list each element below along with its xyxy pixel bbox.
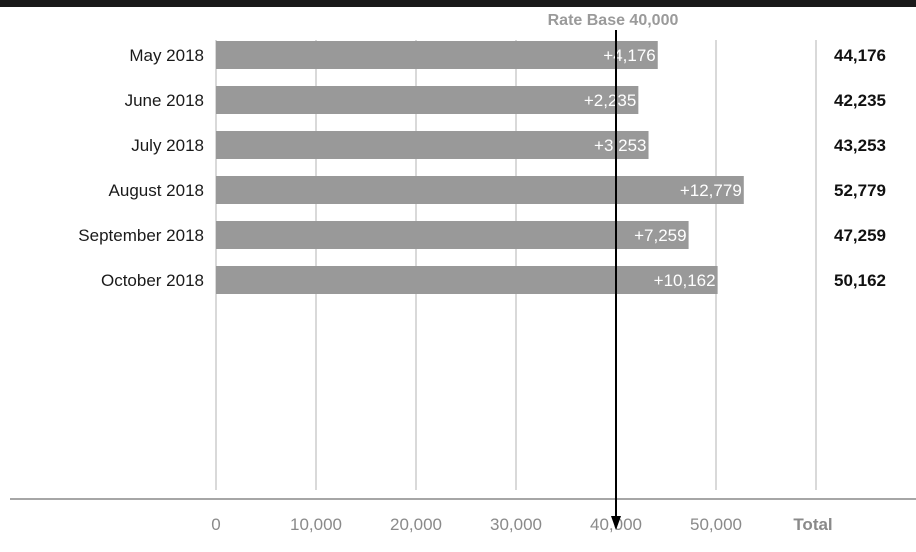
x-tick-label: 0	[211, 515, 220, 534]
bar-increment-label: +7,259	[634, 226, 686, 245]
bar	[216, 86, 639, 114]
top-border	[0, 0, 916, 7]
bar	[216, 131, 649, 159]
total-value: 44,176	[834, 46, 886, 65]
category-label: July 2018	[131, 136, 204, 155]
x-tick-label: 30,000	[490, 515, 542, 534]
bar-increment-label: +2,235	[584, 91, 636, 110]
total-value: 50,162	[834, 271, 886, 290]
reference-arrowhead	[611, 516, 621, 530]
total-value: 47,259	[834, 226, 886, 245]
x-tick-label: 20,000	[390, 515, 442, 534]
x-tick-label: 50,000	[690, 515, 742, 534]
category-labels: May 2018 June 2018 July 2018 August 2018 Sep…	[78, 46, 204, 290]
bar-increment-label: +12,779	[680, 181, 742, 200]
bar-increment-label: +4,176	[603, 46, 655, 65]
bar	[216, 266, 718, 294]
category-label: August 2018	[109, 181, 204, 200]
bar	[216, 221, 689, 249]
total-header: Total	[793, 515, 832, 534]
bars: +4,176 +2,235 +3,253 +12,779 +7,259 +10,162	[216, 41, 744, 294]
bar-increment-label: +3,253	[594, 136, 646, 155]
bar-increment-label: +10,162	[654, 271, 716, 290]
total-value: 52,779	[834, 181, 886, 200]
x-tick-label: 10,000	[290, 515, 342, 534]
bar	[216, 176, 744, 204]
category-label: June 2018	[125, 91, 204, 110]
category-label: September 2018	[78, 226, 204, 245]
category-label: May 2018	[129, 46, 204, 65]
rate-base-reference: Rate Base 40,000	[548, 12, 679, 530]
reference-label: Rate Base 40,000	[548, 12, 679, 29]
bar	[216, 41, 658, 69]
total-values: 44,176 42,235 43,253 52,779 47,259 50,162	[834, 46, 886, 290]
category-label: October 2018	[101, 271, 204, 290]
total-value: 42,235	[834, 91, 886, 110]
total-value: 43,253	[834, 136, 886, 155]
